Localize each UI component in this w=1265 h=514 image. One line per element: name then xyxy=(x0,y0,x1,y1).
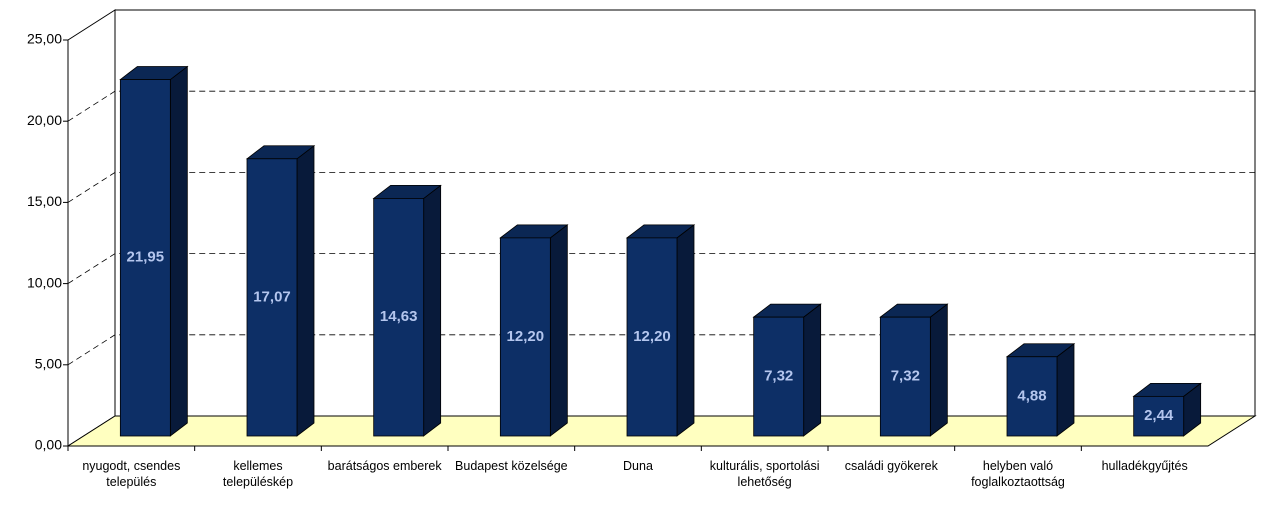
bar xyxy=(245,144,316,437)
grid-line xyxy=(67,334,1255,366)
y-tick-label: 5,00 xyxy=(35,356,62,372)
bar-side xyxy=(423,184,442,437)
bar-front xyxy=(499,237,551,437)
y-tick-label: 0,00 xyxy=(35,437,62,453)
bar-side xyxy=(296,144,315,437)
y-tick-label: 10,00 xyxy=(27,274,62,290)
grid-line xyxy=(67,90,1255,122)
data-label: 7,32 xyxy=(891,368,920,385)
bar-side xyxy=(549,224,568,437)
bar-side xyxy=(803,303,822,437)
y-tick-label: 20,00 xyxy=(27,112,62,128)
data-label: 4,88 xyxy=(1017,387,1046,404)
bar xyxy=(372,184,442,437)
data-label: 21,95 xyxy=(127,249,165,266)
bar xyxy=(625,224,696,437)
bar xyxy=(499,224,569,437)
y-tick-label: 15,00 xyxy=(27,193,62,209)
bar-front xyxy=(246,158,298,437)
x-tick-label: kellemes településkép xyxy=(222,459,294,489)
bar xyxy=(879,303,949,437)
data-label: 12,20 xyxy=(633,328,671,345)
bar-front xyxy=(626,237,678,437)
bar-side xyxy=(929,303,948,437)
bar-side xyxy=(1056,342,1075,437)
x-tick-label: Budapest közelsége xyxy=(455,459,568,473)
x-tick-label: Duna xyxy=(623,459,653,473)
side-wall xyxy=(67,9,116,447)
grid-line xyxy=(67,253,1255,284)
bar-front xyxy=(1006,356,1058,437)
x-tick-label: barátságos emberek xyxy=(327,459,442,473)
data-label: 14,63 xyxy=(380,308,418,325)
bar-side xyxy=(169,65,188,437)
data-label: 7,32 xyxy=(764,368,793,385)
bar xyxy=(119,65,189,437)
bar-front xyxy=(373,198,425,437)
bar-front xyxy=(1133,395,1185,437)
bar-side xyxy=(676,224,695,437)
data-label: 12,20 xyxy=(507,328,545,345)
y-tick-label: 25,00 xyxy=(27,31,62,47)
bar xyxy=(752,303,822,437)
data-label: 17,07 xyxy=(253,288,291,305)
grid-line xyxy=(67,172,1255,203)
x-tick-label: hulladékgyűjtés xyxy=(1101,459,1188,473)
bar-front xyxy=(119,79,171,437)
x-tick-label: helyben való foglalkoztaottság xyxy=(971,459,1065,489)
x-tick-label: kulturális, sportolási lehetőség xyxy=(709,459,820,489)
data-label: 2,44 xyxy=(1144,407,1174,424)
bar xyxy=(1132,382,1202,437)
bar xyxy=(1005,342,1076,437)
x-tick-label: nyugodt, csendes település xyxy=(82,459,181,489)
x-tick-label: családi gyökerek xyxy=(844,459,938,473)
bar-front xyxy=(753,316,805,437)
bar-front xyxy=(879,316,931,437)
